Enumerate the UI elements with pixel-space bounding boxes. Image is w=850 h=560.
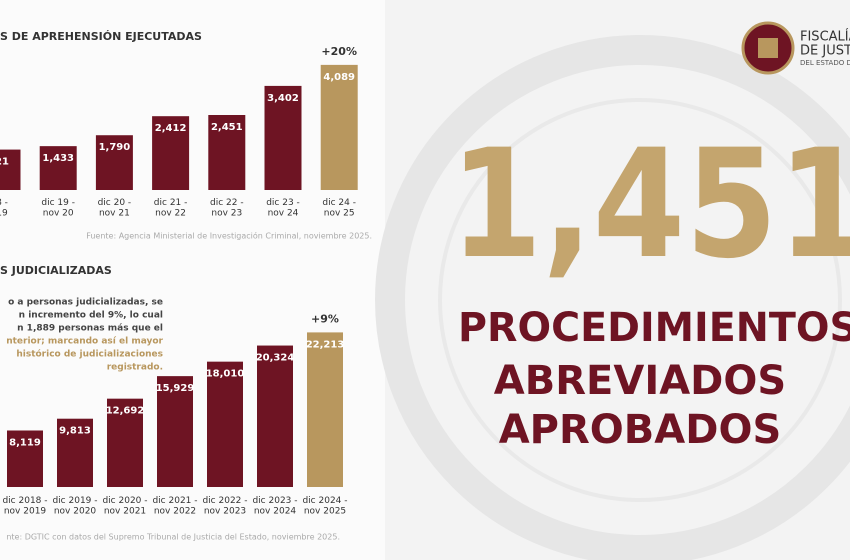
- logo-text: FISCALÍA: [800, 29, 850, 45]
- logo-subtext: DEL ESTADO DE: [800, 59, 850, 67]
- x-tick-label: dic 23 -nov 24: [266, 198, 300, 218]
- bar: [157, 376, 193, 487]
- source: Fuente: Agencia Ministerial de Investiga…: [86, 231, 372, 241]
- logo: FISCALÍA DE JUSTIC DEL ESTADO DE: [741, 21, 850, 75]
- bar: [107, 398, 143, 487]
- value-label: 22,213: [306, 339, 345, 350]
- value-label: 1,790: [99, 142, 131, 153]
- note-line: n incremento del 9%, lo cual: [19, 311, 163, 321]
- source: nte: DGTIC con datos del Supremo Tribuna…: [6, 533, 340, 542]
- x-tick-label: dic 2022 -nov 2023: [202, 496, 247, 516]
- annotation: +9%: [311, 312, 339, 325]
- chart-title: S JUDICIALIZADAS: [0, 264, 112, 277]
- bar: [57, 418, 93, 487]
- x-tick-label: dic 2018 -nov 2019: [2, 496, 47, 516]
- headline-line: ABREVIADOS: [494, 358, 786, 404]
- watermark-inner: [438, 98, 842, 502]
- x-tick-label: dic 22 -nov 23: [210, 198, 244, 218]
- value-label: 2,412: [155, 123, 187, 134]
- x-tick-label: dic 21 -nov 22: [154, 198, 188, 218]
- bar: [39, 146, 77, 190]
- note-line: n 1,889 personas más que el: [17, 324, 163, 334]
- x-tick-label: dic 2021 -nov 2022: [152, 496, 197, 516]
- headline-line: PROCEDIMIENTOS: [458, 305, 850, 351]
- value-label: 9,813: [59, 426, 91, 437]
- logo-emblem: [758, 38, 778, 58]
- x-tick-label: dic 24 -nov 25: [322, 198, 356, 218]
- value-label: 12,692: [106, 406, 145, 417]
- x-tick-label: dic 2019 -nov 2020: [52, 496, 97, 516]
- x-tick-label: dic 2023 -nov 2024: [252, 496, 297, 516]
- value-label: 8,119: [9, 437, 41, 448]
- value-label: 2,451: [211, 122, 243, 133]
- bar: [307, 332, 343, 487]
- value-label: 4,089: [323, 72, 355, 83]
- value-label: 21: [0, 157, 9, 168]
- headline-number: 1,451: [450, 118, 850, 292]
- bar: [264, 85, 302, 190]
- value-label: 20,324: [256, 353, 295, 364]
- x-tick-label: dic 20 -nov 21: [98, 198, 132, 218]
- x-tick-label: dic 19 -nov 20: [41, 198, 75, 218]
- bar: [152, 116, 190, 190]
- bar: [95, 135, 133, 190]
- x-tick-label: dic 2024 -nov 2025: [302, 496, 347, 516]
- annotation: +20%: [321, 45, 357, 58]
- note-line: histórico de judicializaciones: [16, 349, 163, 360]
- value-label: 15,929: [156, 383, 195, 394]
- watermark: [375, 35, 850, 560]
- x-tick-label: 8 -19: [0, 198, 8, 218]
- bar: [207, 361, 243, 487]
- bar: [208, 114, 246, 190]
- x-tick-label: dic 2020 -nov 2021: [102, 496, 147, 516]
- bar: [320, 64, 358, 190]
- value-label: 1,433: [42, 153, 74, 164]
- value-label: 3,402: [267, 93, 299, 104]
- note-line: nterior; marcando así el mayor: [6, 337, 163, 347]
- value-label: 18,010: [206, 369, 245, 380]
- bar: [7, 430, 43, 487]
- note-line: o a personas judicializadas, se: [8, 298, 163, 308]
- headline-line: APROBADOS: [499, 407, 782, 453]
- bar: [0, 149, 21, 190]
- logo-text: DE JUSTIC: [800, 44, 850, 59]
- bar: [257, 345, 293, 487]
- chart-title: S DE APREHENSIÓN EJECUTADAS: [0, 30, 202, 43]
- note-line: registrado.: [107, 363, 163, 373]
